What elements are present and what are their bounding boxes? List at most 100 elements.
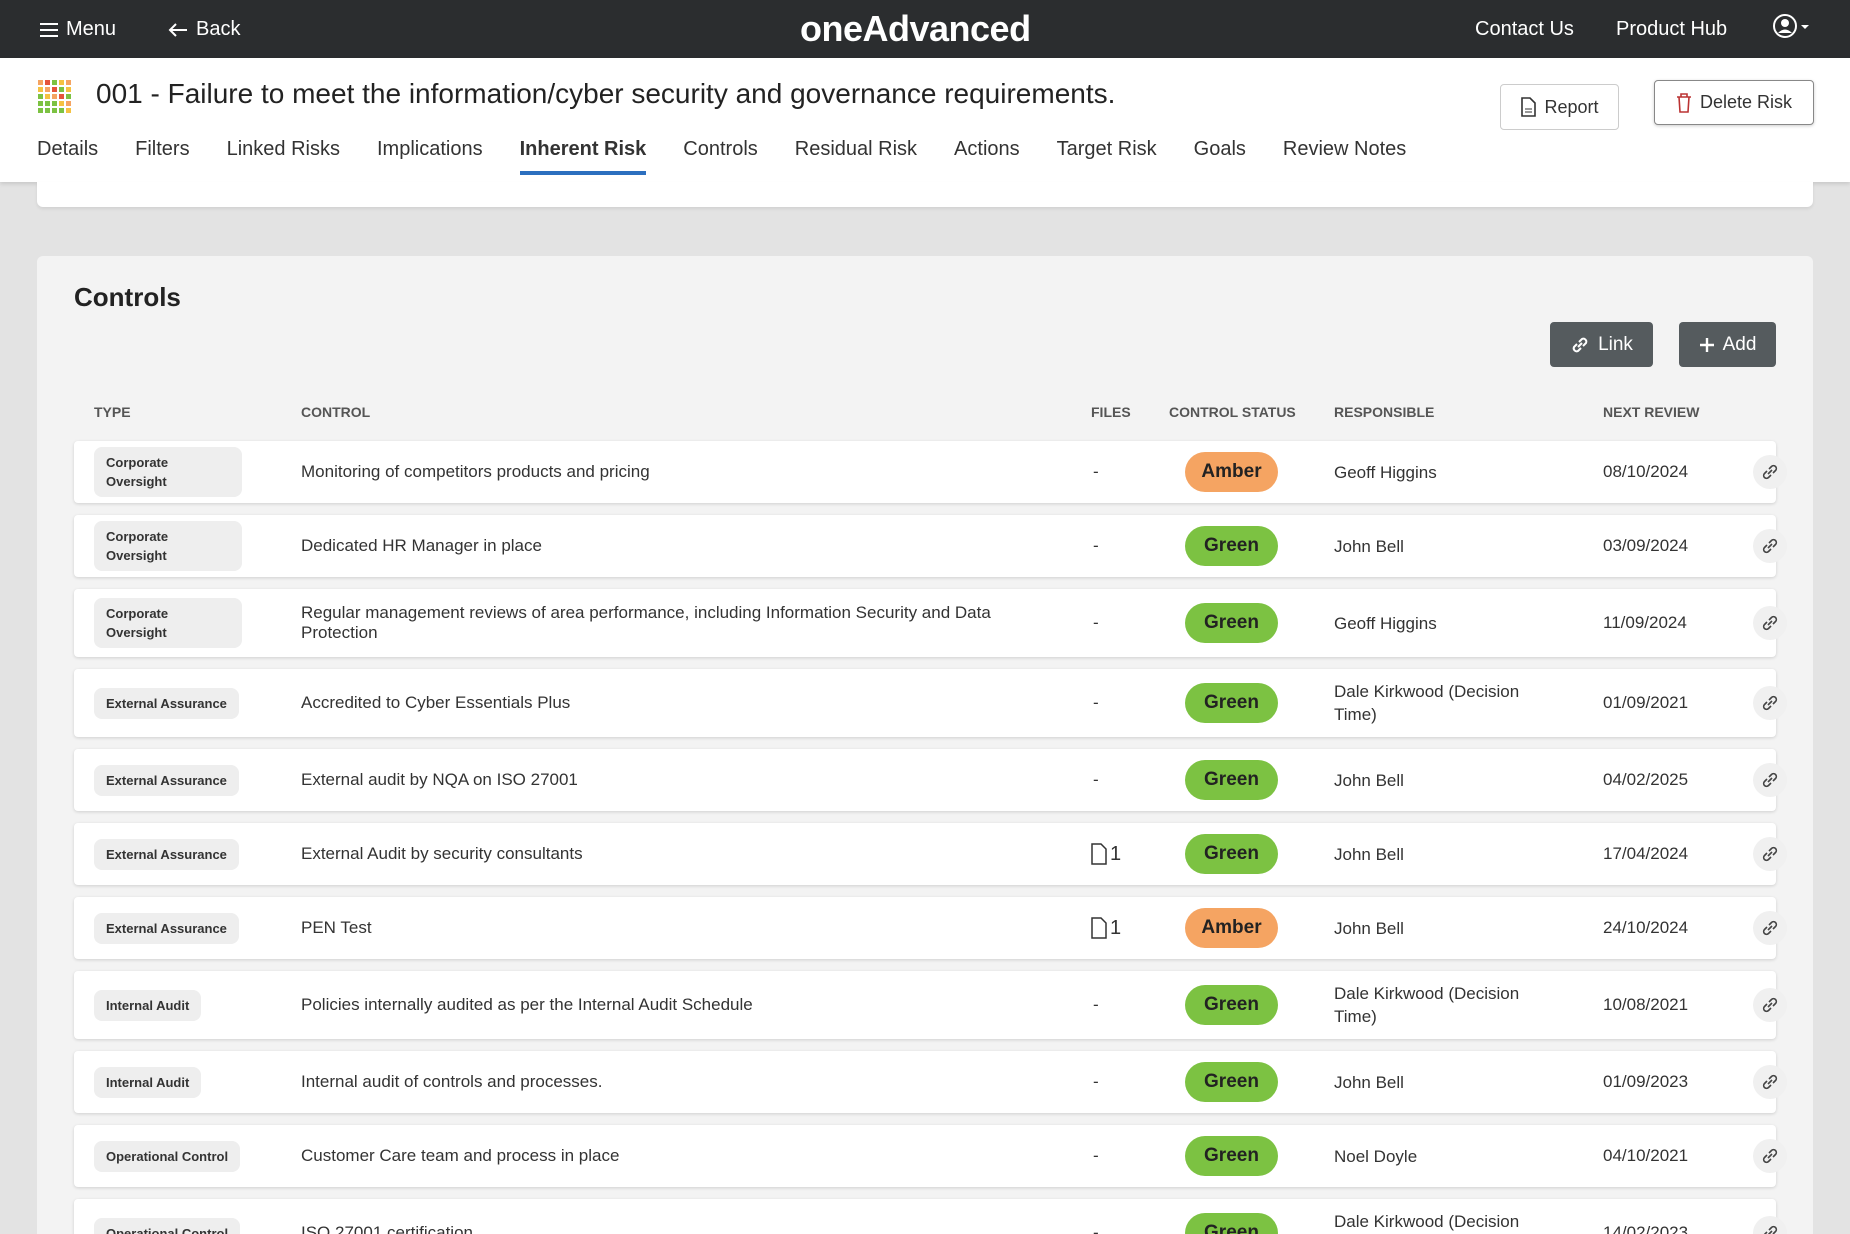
user-menu[interactable] <box>1772 13 1812 41</box>
control-row[interactable]: External Assurance External Audit by secu… <box>74 823 1787 885</box>
tab[interactable]: Details <box>37 138 99 160</box>
files-cell: - <box>1091 1223 1169 1234</box>
column-header: TYPE <box>94 404 131 420</box>
matrix-dot <box>45 87 50 92</box>
control-row[interactable]: Internal Audit Policies internally audite… <box>74 971 1787 1039</box>
column-header: FILES <box>1091 404 1131 420</box>
link-action[interactable] <box>1753 455 1787 489</box>
tab[interactable]: Controls <box>683 138 758 160</box>
menu-button[interactable]: Menu <box>40 18 116 41</box>
status-cell: Amber <box>1169 908 1334 948</box>
status-cell: Green <box>1169 603 1334 643</box>
control-row[interactable]: Corporate Oversight Monitoring of competi… <box>74 441 1787 503</box>
risk-matrix-icon <box>38 80 71 113</box>
link-action[interactable] <box>1753 763 1787 797</box>
status-cell: Green <box>1169 985 1334 1025</box>
matrix-dot <box>59 108 64 113</box>
responsible-cell: John Bell <box>1334 918 1404 938</box>
link-action[interactable] <box>1753 606 1787 640</box>
control-row[interactable]: External Assurance External audit by NQA … <box>74 749 1787 811</box>
link-action[interactable] <box>1753 911 1787 945</box>
matrix-dot <box>52 80 57 85</box>
column-header: CONTROL STATUS <box>1169 404 1296 420</box>
link-action[interactable] <box>1753 1139 1787 1173</box>
link-action[interactable] <box>1753 1216 1787 1234</box>
delete-risk-button[interactable]: Delete Risk <box>1654 80 1814 125</box>
add-button[interactable]: Add <box>1679 322 1776 367</box>
files-cell: - <box>1091 536 1169 556</box>
link-action[interactable] <box>1753 529 1787 563</box>
matrix-dot <box>66 108 71 113</box>
contact-link[interactable]: Contact Us <box>1475 18 1574 40</box>
status-pill: Green <box>1185 834 1278 874</box>
previous-card <box>37 182 1813 207</box>
files-count: - <box>1093 693 1099 712</box>
status-pill: Amber <box>1185 908 1278 948</box>
link-icon <box>1762 695 1778 711</box>
table-header: TYPE CONTROL FILES CONTROL STATUS RESPONSIBL… <box>74 404 1776 420</box>
link-icon <box>1762 772 1778 788</box>
link-action[interactable] <box>1753 1065 1787 1099</box>
control-cell: Internal audit of controls and processes… <box>301 1072 603 1091</box>
tab[interactable]: Inherent Risk <box>519 138 647 175</box>
control-row[interactable]: External Assurance Accredited to Cyber Es… <box>74 669 1787 737</box>
status-cell: Green <box>1169 683 1334 723</box>
files-count: - <box>1093 995 1099 1014</box>
next-review-cell: 14/02/2023 <box>1603 1223 1689 1234</box>
files-cell: 1 <box>1091 843 1169 866</box>
status-cell: Amber <box>1169 452 1334 492</box>
matrix-dot <box>45 101 50 106</box>
link-action[interactable] <box>1753 686 1787 720</box>
files-count: - <box>1093 770 1099 789</box>
back-button[interactable]: Back <box>168 18 240 41</box>
link-action[interactable] <box>1753 988 1787 1022</box>
control-cell: External audit by NQA on ISO 27001 <box>301 770 578 789</box>
type-chip: External Assurance <box>94 764 239 796</box>
type-chip: Operational Control <box>94 1217 241 1234</box>
next-review-cell: 04/02/2025 <box>1603 770 1689 789</box>
type-chip: External Assurance <box>94 838 239 870</box>
matrix-dot <box>66 80 71 85</box>
tab[interactable]: Filters <box>135 138 190 160</box>
report-button[interactable]: Report <box>1500 84 1619 130</box>
type-cell: External Assurance <box>94 838 301 870</box>
link-button[interactable]: Link <box>1550 322 1653 367</box>
type-chip: Internal Audit <box>94 989 202 1021</box>
control-row[interactable]: Corporate Oversight Dedicated HR Manager … <box>74 515 1787 577</box>
matrix-dot <box>59 94 64 99</box>
controls-card: Controls Link Add TYPE CONTROL FILES CONTRO… <box>37 256 1813 1234</box>
matrix-dot <box>45 108 50 113</box>
tab[interactable]: Review Notes <box>1282 138 1407 160</box>
files-cell: - <box>1091 613 1169 633</box>
menu-icon <box>40 22 58 37</box>
tab[interactable]: Actions <box>954 138 1020 160</box>
logo[interactable]: oneAdvanced <box>800 8 1031 49</box>
link-action[interactable] <box>1753 837 1787 871</box>
matrix-dot <box>59 80 64 85</box>
tab[interactable]: Residual Risk <box>794 138 918 160</box>
control-row[interactable]: Operational Control Customer Care team an… <box>74 1125 1787 1187</box>
control-row[interactable]: Internal Audit Internal audit of controls… <box>74 1051 1787 1113</box>
control-row[interactable]: Operational Control ISO 27001 certificati… <box>74 1199 1787 1234</box>
link-icon <box>1762 464 1778 480</box>
type-chip: Operational Control <box>94 1140 241 1172</box>
tab[interactable]: Goals <box>1193 138 1246 160</box>
tab-bar: Details Filters Linked Risks Implications In… <box>37 138 1406 175</box>
tab[interactable]: Linked Risks <box>226 138 340 160</box>
matrix-dot <box>38 87 43 92</box>
product-hub-link[interactable]: Product Hub <box>1616 18 1728 40</box>
control-row[interactable]: Corporate Oversight Regular management re… <box>74 589 1787 657</box>
responsible-cell: John Bell <box>1334 536 1404 556</box>
type-cell: External Assurance <box>94 764 301 796</box>
status-pill: Green <box>1185 760 1278 800</box>
type-cell: External Assurance <box>94 687 301 719</box>
type-cell: Operational Control <box>94 1217 301 1234</box>
matrix-dot <box>38 101 43 106</box>
tab[interactable]: Target Risk <box>1056 138 1157 160</box>
matrix-dot <box>66 87 71 92</box>
status-pill: Green <box>1185 526 1278 566</box>
control-row[interactable]: External Assurance PEN Test 1 Amber John Bel… <box>74 897 1787 959</box>
tab[interactable]: Implications <box>376 138 483 160</box>
section-title: Controls <box>74 282 181 312</box>
delete-label: Delete Risk <box>1699 92 1793 112</box>
